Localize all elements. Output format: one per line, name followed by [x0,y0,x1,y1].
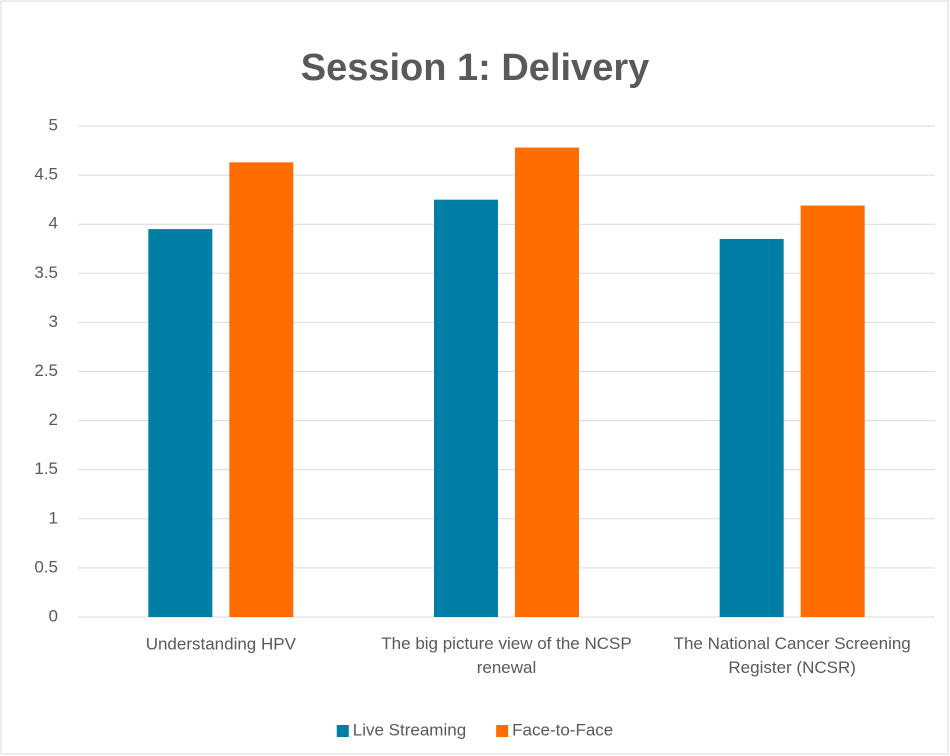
bar [719,238,784,617]
y-tick-label: 5 [49,115,58,134]
x-tick-label-line: The National Cancer Screening [674,634,911,653]
x-tick-label-line: renewal [477,658,537,677]
legend-label: Face-to-Face [512,720,613,739]
x-tick-label: The National Cancer Screening Register (N… [674,634,911,677]
chart-title: Session 1: Delivery [301,47,650,89]
x-tick-label: The big picture view of the NCSP renewal [381,634,631,677]
y-tick-label: 4 [49,214,58,233]
bar [515,147,579,617]
x-tick-label-line: The big picture view of the NCSP [381,634,631,653]
y-tick-label: 2.5 [34,361,58,380]
legend-swatch [336,725,349,737]
y-tick-label: 1.5 [34,459,58,478]
bar [800,205,865,618]
bar [229,162,294,618]
legend-item: Live Streaming [336,720,466,739]
legend-swatch [496,725,509,737]
bar [434,199,498,617]
legend-item: Face-to-Face [496,720,613,739]
y-tick-label: 0.5 [34,557,58,576]
y-tick-label: 4.5 [34,165,58,184]
legend-label: Live Streaming [353,720,466,739]
y-tick-label: 1 [49,508,58,527]
x-tick-label: Understanding HPV [146,634,297,653]
y-tick-label: 2 [49,410,58,429]
y-tick-label: 0 [49,606,58,625]
y-tick-label: 3.5 [34,263,58,282]
bar [148,229,213,618]
y-tick-label: 3 [49,312,58,331]
x-tick-label-line: Register (NCSR) [728,658,856,677]
